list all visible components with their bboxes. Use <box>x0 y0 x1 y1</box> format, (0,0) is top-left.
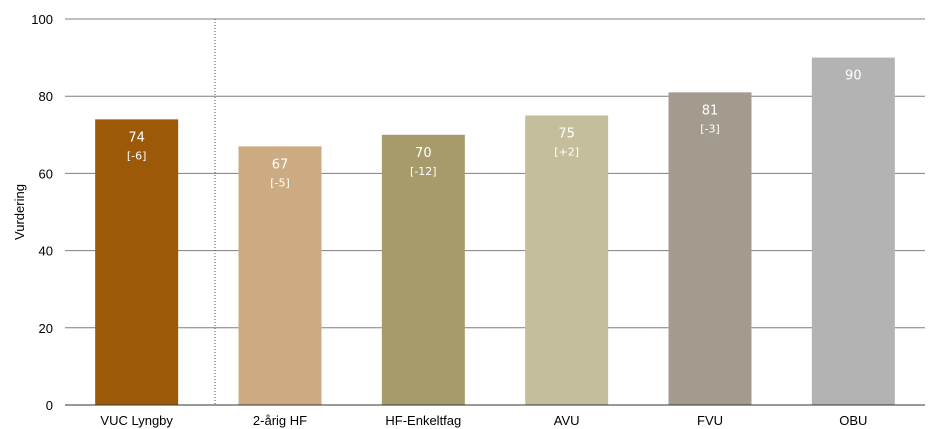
bar-value-label: 81 <box>702 103 719 118</box>
bar <box>525 115 609 405</box>
bar-change-label: [-12] <box>410 165 437 178</box>
y-tick-label: 20 <box>39 321 53 336</box>
x-tick-label: 2-årig HF <box>253 413 307 428</box>
x-tick-label: AVU <box>554 413 580 428</box>
gridlines <box>65 18 925 329</box>
bar-change-label: [-6] <box>127 149 147 162</box>
x-axis-labels: VUC Lyngby 2-årig HF HF-Enkeltfag AVU FVU OBU <box>100 413 867 428</box>
x-tick-label: HF-Enkeltfag <box>385 413 461 428</box>
y-tick-label: 80 <box>39 89 53 104</box>
bar-value-label: 67 <box>272 157 289 172</box>
x-tick-label: OBU <box>839 413 867 428</box>
bar-change-label: [-3] <box>700 122 720 135</box>
y-tick-label: 0 <box>46 398 53 413</box>
y-axis-ticks: 0 20 40 60 80 100 <box>31 12 53 413</box>
y-tick-label: 100 <box>31 12 53 27</box>
bar <box>95 119 179 406</box>
y-tick-label: 60 <box>39 166 53 181</box>
bar-change-label: [+2] <box>554 146 579 159</box>
bar-value-label: 70 <box>415 146 432 161</box>
bar <box>668 92 752 405</box>
bar-value-label: 74 <box>128 130 145 145</box>
x-tick-label: VUC Lyngby <box>100 413 173 428</box>
y-axis-title: Vurdering <box>12 184 27 240</box>
x-tick-label: FVU <box>697 413 723 428</box>
y-tick-label: 40 <box>39 244 53 259</box>
bar-change-label: [-5] <box>270 176 290 189</box>
bars: 74 [-6] 67 [-5] 70 [-12] 75 [+2] 81 [-3] 90 <box>95 57 895 406</box>
bar-value-label: 75 <box>558 127 575 142</box>
bar-value-label: 90 <box>845 69 862 84</box>
bar <box>811 57 895 405</box>
bar <box>238 146 322 405</box>
bar <box>381 134 465 406</box>
